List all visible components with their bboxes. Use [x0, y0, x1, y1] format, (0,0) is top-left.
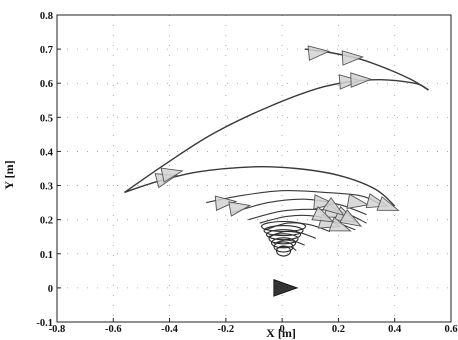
plot-frame [56, 14, 452, 323]
heading-marker [228, 201, 252, 217]
trajectory-series-1 [124, 79, 429, 193]
trajectory-cluster-ring [263, 225, 304, 237]
x-tick-label: 0.2 [332, 324, 345, 335]
heading-marker [338, 74, 362, 90]
y-tick-label: 0 [48, 284, 53, 295]
y-tick-label: 0.8 [40, 11, 53, 22]
x-tick-label: -0.2 [218, 324, 235, 335]
heading-marker [307, 45, 331, 61]
x-tick-label: 0 [280, 324, 285, 335]
y-tick-label: 0.7 [40, 45, 53, 56]
x-tick-label: 0.6 [444, 324, 457, 335]
heading-marker [346, 193, 370, 209]
x-axis-label: X [m] [266, 326, 296, 340]
heading-marker [339, 209, 363, 227]
origin-robot-marker [273, 279, 299, 297]
heading-marker [376, 196, 400, 211]
heading-marker [313, 194, 336, 210]
x-tick-label: -0.8 [49, 324, 66, 335]
y-tick-label: -0.1 [36, 318, 53, 329]
y-tick-label: 0.3 [40, 182, 53, 193]
x-tick-label: -0.4 [161, 324, 178, 335]
trajectory-cluster-ring [260, 220, 307, 233]
y-tick-label: 0.2 [40, 216, 53, 227]
y-tick-label: 0.5 [40, 113, 53, 124]
y-axis-label: Y [m] [2, 160, 16, 189]
heading-marker [214, 195, 238, 212]
x-tick-label: -0.6 [105, 324, 122, 335]
y-tick-label: 0.4 [40, 147, 54, 158]
trajectory-cluster-ring [268, 233, 299, 245]
heading-marker [322, 196, 345, 216]
trajectory-cluster-ring [270, 237, 297, 249]
tick-labels: -0.8 -0.6 -0.4 -0.2 0 0.2 0.4 0.6 -0.1 0 0.1 0.2 0.3… [36, 11, 457, 335]
trajectory-cluster-ring [273, 241, 294, 253]
heading-marker [328, 216, 352, 232]
axes [56, 14, 452, 323]
trajectory-cluster-ring [275, 245, 292, 257]
heading-marker [341, 50, 365, 66]
trajectory-cluster-ring [265, 229, 302, 241]
heading-marker [311, 206, 335, 223]
x-tick-label: 0.4 [388, 324, 402, 335]
heading-marker [350, 72, 373, 88]
heading-markers [154, 45, 400, 297]
heading-marker [160, 167, 184, 183]
trajectory-series-4 [206, 190, 381, 205]
y-tick-label: 0.6 [40, 79, 53, 90]
y-tick-label: 0.1 [40, 250, 53, 261]
trajectory-series-10 [273, 239, 305, 246]
